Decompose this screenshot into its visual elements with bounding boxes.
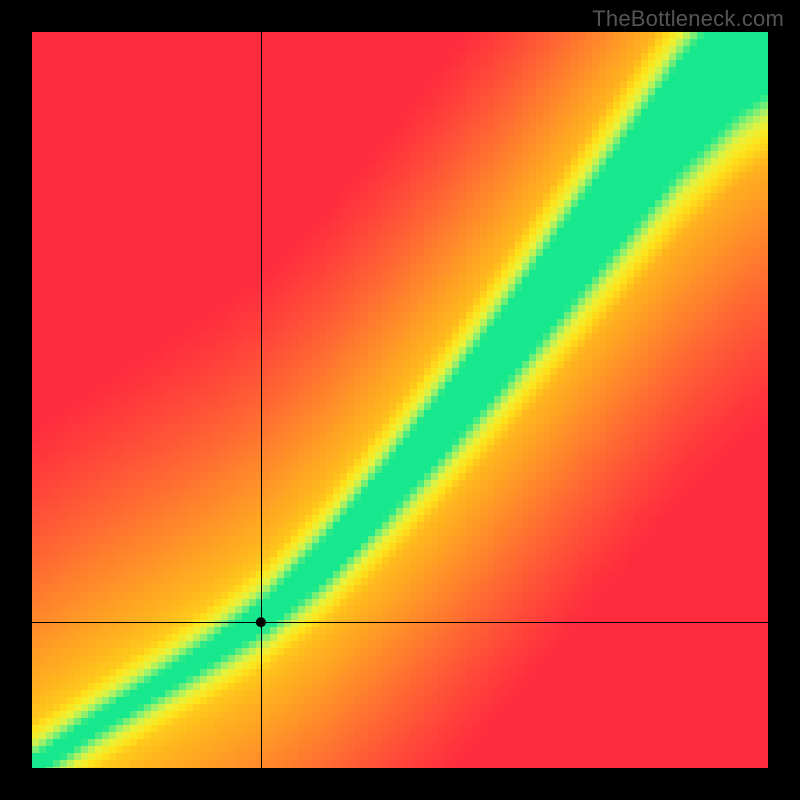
chart-container: TheBottleneck.com bbox=[0, 0, 800, 800]
bottleneck-heatmap bbox=[0, 0, 800, 800]
watermark-label: TheBottleneck.com bbox=[592, 6, 784, 32]
